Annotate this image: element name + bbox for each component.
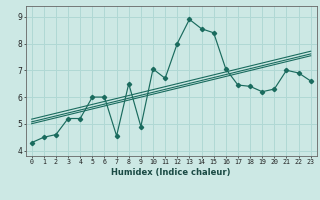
X-axis label: Humidex (Indice chaleur): Humidex (Indice chaleur) xyxy=(111,168,231,177)
